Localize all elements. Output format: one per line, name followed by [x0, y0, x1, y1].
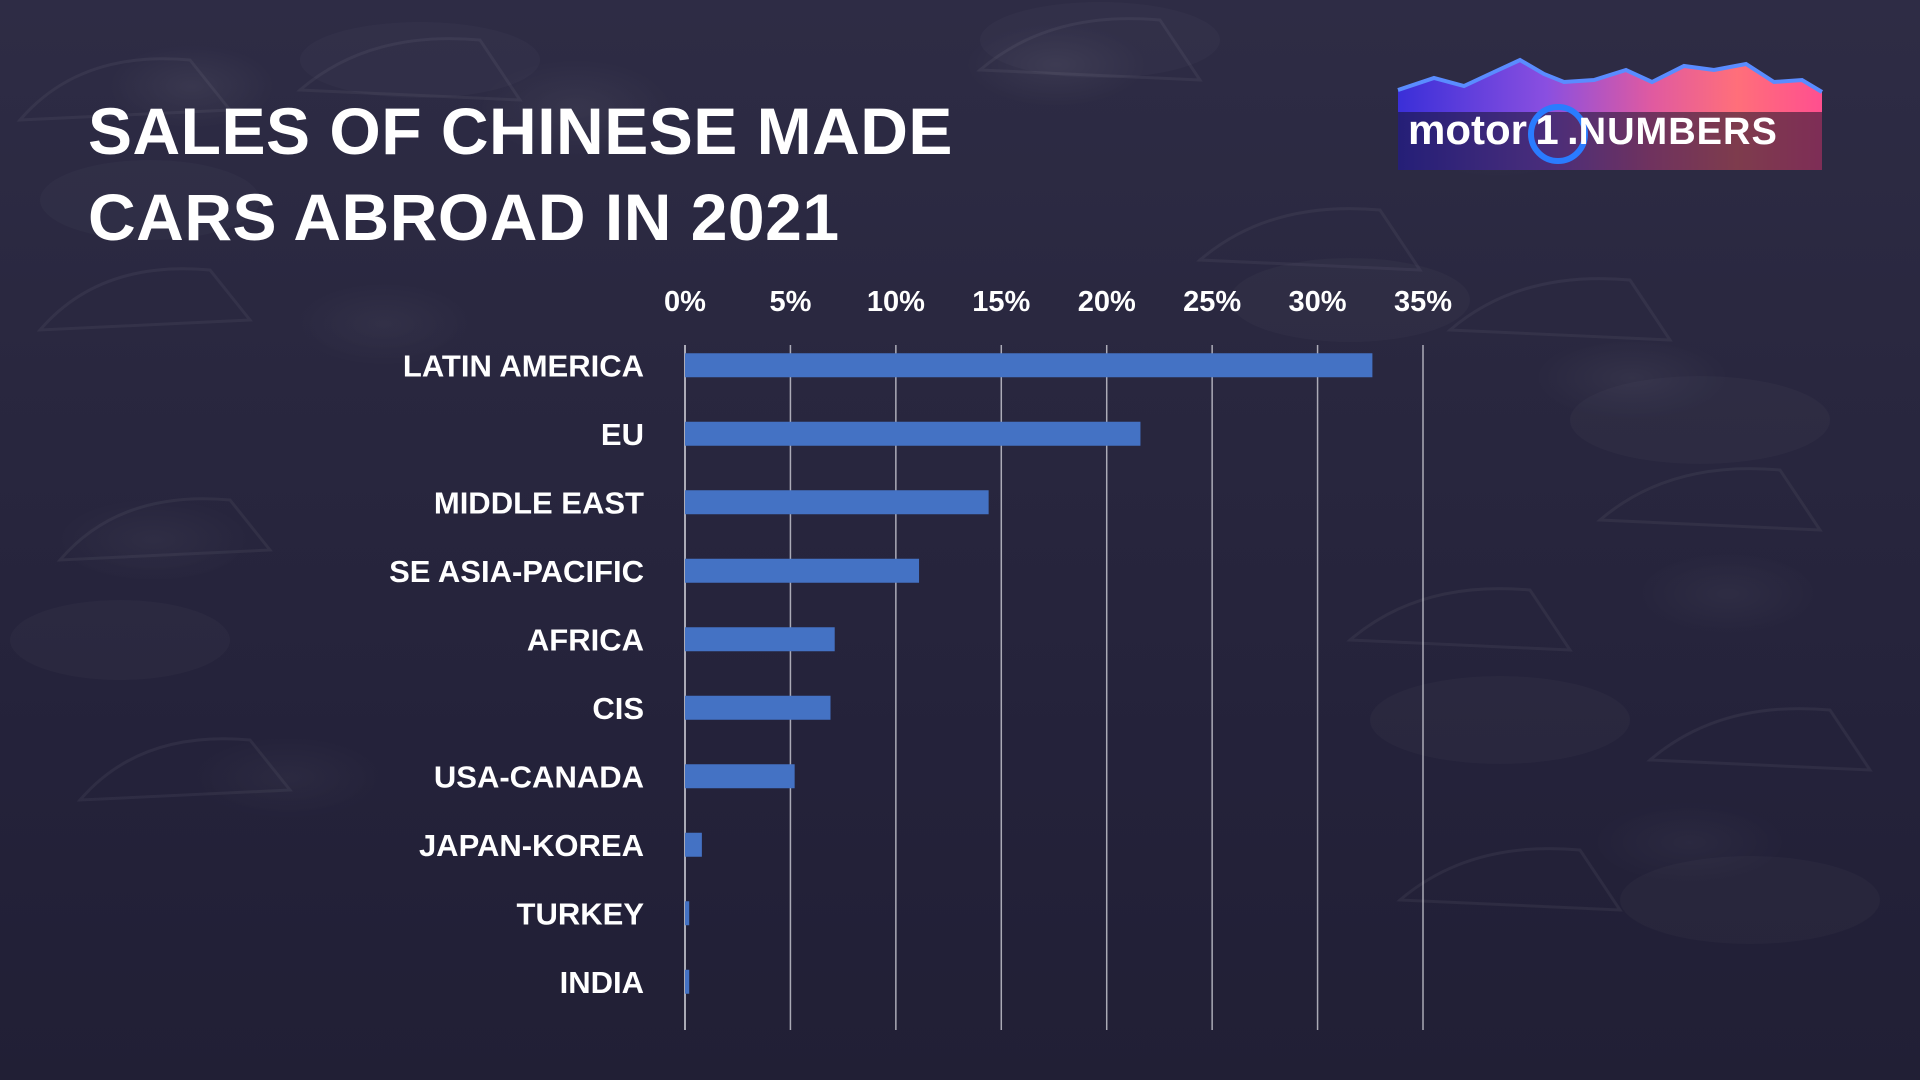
- bar: [685, 969, 690, 994]
- category-label: INDIA: [560, 965, 644, 1000]
- category-label: MIDDLE EAST: [434, 485, 644, 520]
- x-tick-label: 15%: [972, 286, 1030, 318]
- x-tick-label: 10%: [867, 286, 925, 318]
- bar: [685, 901, 690, 926]
- category-label: SE ASIA-PACIFIC: [389, 554, 644, 589]
- bar: [685, 832, 702, 857]
- category-label: EU: [601, 417, 644, 452]
- logo-brand-motor: motor: [1408, 106, 1527, 153]
- logo-mountain-graphic: [1397, 57, 1824, 170]
- x-tick-label: 0%: [664, 286, 706, 318]
- category-label: CIS: [592, 691, 644, 726]
- category-label: USA-CANADA: [434, 759, 644, 794]
- logo-brand-numbers: NUMBERS: [1578, 111, 1778, 153]
- x-tick-label: 35%: [1394, 286, 1452, 318]
- category-label: AFRICA: [527, 622, 644, 657]
- gridlines: [684, 345, 1424, 1030]
- motor1-numbers-logo: motor 1 .NUMBERS: [1394, 52, 1826, 170]
- category-label: JAPAN-KOREA: [419, 828, 644, 863]
- bar: [685, 627, 835, 652]
- logo-brand-digit: 1: [1535, 106, 1559, 153]
- x-tick-label: 20%: [1078, 286, 1136, 318]
- bar: [685, 764, 795, 789]
- category-label: TURKEY: [517, 896, 645, 931]
- bar: [685, 695, 831, 720]
- bar: [685, 421, 1141, 446]
- chart-title-line-2: CARS ABROAD IN 2021: [88, 180, 840, 254]
- x-axis-tick-labels: 0% 5% 10% 15% 20% 25% 30% 35%: [664, 286, 1452, 318]
- bars: [685, 353, 1373, 994]
- x-tick-label: 30%: [1289, 286, 1347, 318]
- bar: [685, 558, 920, 583]
- category-label: LATIN AMERICA: [403, 348, 644, 383]
- logo-dot: .: [1567, 106, 1579, 153]
- x-tick-label: 5%: [769, 286, 811, 318]
- category-labels: LATIN AMERICA EU MIDDLE EAST SE ASIA-PACIFI…: [389, 348, 644, 1000]
- chart-title: SALES OF CHINESE MADE CARS ABROAD IN 202…: [88, 88, 953, 260]
- logo-wordmark: motor 1 .NUMBERS: [1408, 106, 1778, 156]
- bar: [685, 490, 989, 515]
- x-tick-label: 25%: [1183, 286, 1241, 318]
- chart-title-line-1: SALES OF CHINESE MADE: [88, 94, 953, 168]
- bar: [685, 353, 1373, 378]
